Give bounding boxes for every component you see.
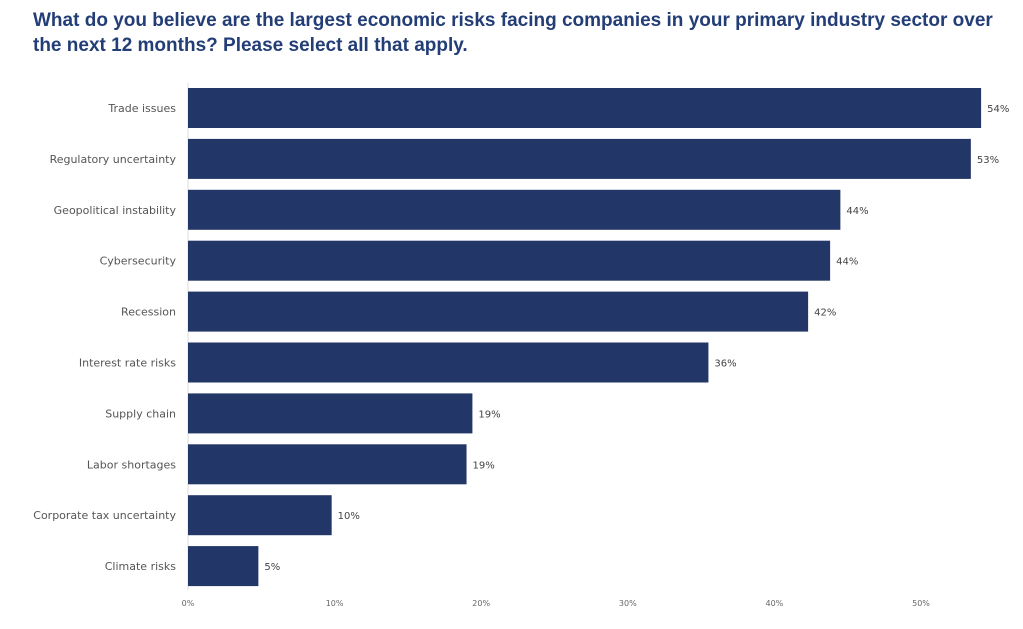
data-label: 19% — [478, 409, 500, 420]
chart-title: What do you believe are the largest econ… — [33, 10, 993, 56]
data-label: 53% — [977, 155, 999, 166]
data-label: 5% — [264, 562, 280, 573]
category-label: Recession — [121, 306, 176, 319]
category-label: Climate risks — [105, 560, 177, 573]
data-label: 54% — [987, 104, 1009, 115]
bar-2 — [188, 189, 841, 230]
bar-6 — [188, 393, 473, 434]
category-label: Labor shortages — [87, 458, 176, 471]
category-label: Trade issues — [107, 102, 176, 115]
x-tick-label: 10% — [326, 599, 344, 608]
bar-8 — [188, 495, 332, 536]
bar-0 — [188, 88, 982, 128]
category-label: Interest rate risks — [79, 357, 176, 370]
x-tick-label: 50% — [912, 599, 930, 608]
data-label: 19% — [473, 460, 495, 471]
bar-5 — [188, 342, 709, 383]
bar-7 — [188, 444, 467, 485]
data-label: 44% — [846, 206, 868, 217]
bar-9 — [188, 546, 259, 587]
category-label: Supply chain — [105, 407, 176, 420]
x-tick-label: 40% — [766, 599, 784, 608]
bar-4 — [188, 291, 809, 332]
data-label: 36% — [714, 359, 736, 370]
data-label: 10% — [338, 511, 360, 522]
x-tick-label: 0% — [182, 599, 195, 608]
category-label: Cybersecurity — [100, 255, 177, 268]
category-label: Corporate tax uncertainty — [33, 509, 176, 522]
bar-1 — [188, 138, 971, 179]
category-label: Regulatory uncertainty — [50, 153, 177, 166]
x-tick-label: 30% — [619, 599, 637, 608]
x-tick-label: 20% — [472, 599, 490, 608]
bar-3 — [188, 240, 831, 281]
category-label: Geopolitical instability — [54, 204, 177, 217]
data-label: 44% — [836, 257, 858, 268]
data-label: 42% — [814, 308, 836, 319]
